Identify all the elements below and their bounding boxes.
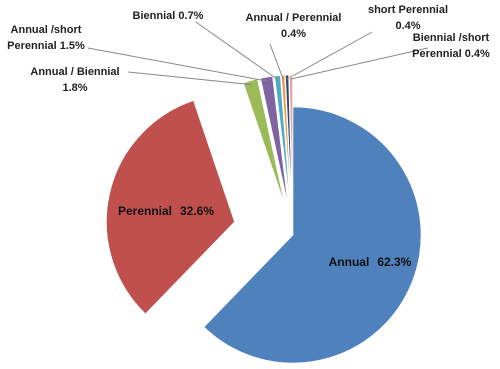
category-label: short Perennial xyxy=(367,4,449,16)
slice-label: Annual / Biennial 1.8% xyxy=(20,64,130,96)
value-label: 1.5% xyxy=(59,40,85,52)
value-label: 0.7% xyxy=(178,10,204,22)
slice-label: Annual / Perennial 0.4% xyxy=(236,10,351,42)
slice-label: Biennial /short Perennial 0.4% xyxy=(402,30,500,62)
pie-slice xyxy=(106,100,235,315)
pie-slice xyxy=(289,74,293,204)
leader-line xyxy=(286,31,373,80)
pie-slice xyxy=(285,74,293,204)
category-label: Annual / Biennial xyxy=(30,66,120,78)
slice-label: Biennial 0.7% xyxy=(118,8,218,24)
category-label: Biennial /short Perennial xyxy=(412,32,490,60)
leader-line xyxy=(87,47,268,82)
slice-label: Annual 62.3% xyxy=(329,255,412,269)
category-label: Annual /short Perennial xyxy=(7,24,82,52)
slice-label: short Perennial 0.4% xyxy=(358,2,458,34)
leader-line xyxy=(290,47,429,80)
value-label: 32.6% xyxy=(180,204,214,218)
category-label: Perennial xyxy=(118,204,172,218)
slice-label: Annual /short Perennial 1.5% xyxy=(0,22,92,54)
category-label: Annual xyxy=(329,255,370,269)
value-label: 62.3% xyxy=(377,255,411,269)
value-label: 0.4% xyxy=(280,28,307,40)
slice-label: Perennial 32.6% xyxy=(118,204,214,218)
value-label: 0.4% xyxy=(395,20,421,32)
leader-line xyxy=(195,21,279,81)
pie-slice xyxy=(203,106,422,364)
value-label: 1.8% xyxy=(62,82,88,94)
category-label: Annual / Perennial xyxy=(245,12,342,24)
category-label: Biennial xyxy=(132,10,176,22)
value-label: 0.4% xyxy=(464,48,490,60)
pie-slice xyxy=(274,75,291,204)
leader-line xyxy=(269,43,284,80)
leader-line xyxy=(127,71,252,86)
